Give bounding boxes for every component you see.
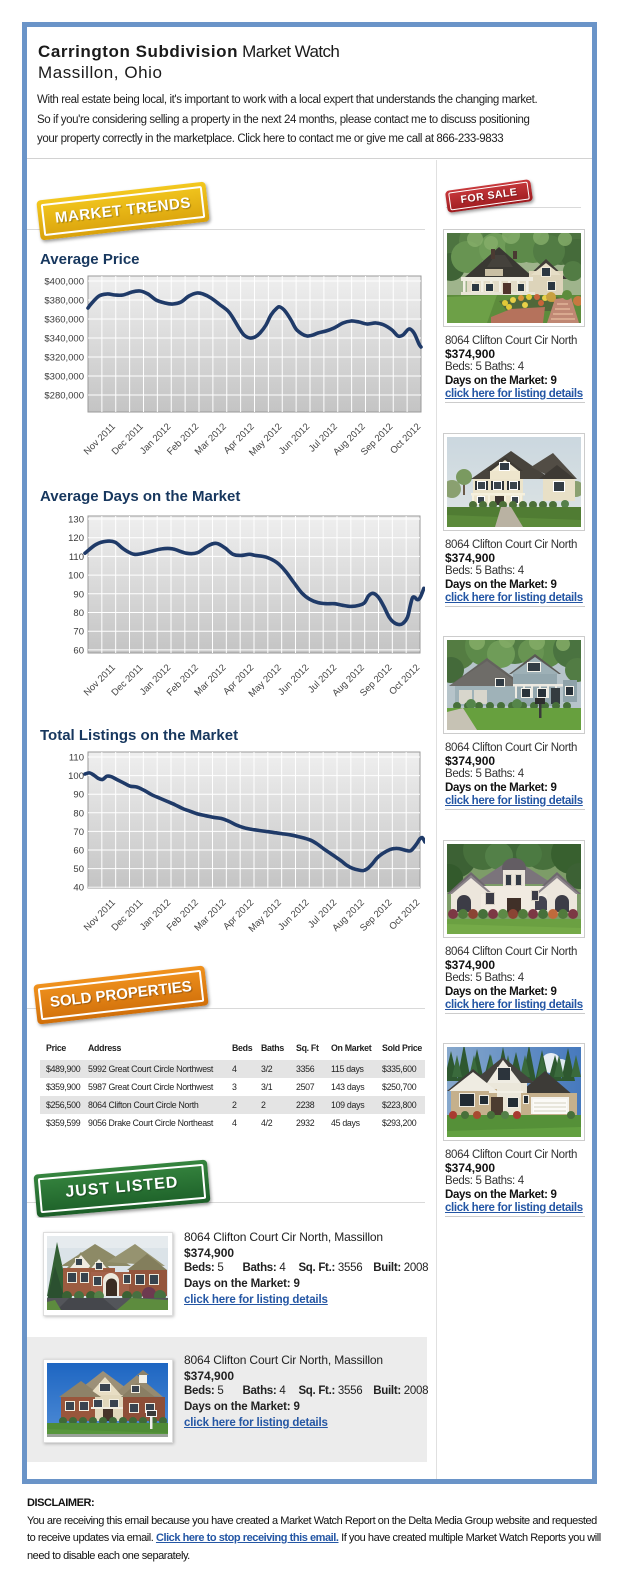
- svg-text:$300,000: $300,000: [44, 372, 84, 383]
- svg-text:Oct 2012: Oct 2012: [387, 897, 422, 932]
- svg-text:90: 90: [73, 589, 84, 600]
- svg-text:80: 80: [73, 608, 84, 619]
- svg-text:Jun 2012: Jun 2012: [277, 421, 312, 456]
- svg-text:Oct 2012: Oct 2012: [387, 662, 422, 697]
- svg-text:120: 120: [68, 533, 84, 544]
- svg-text:$280,000: $280,000: [44, 391, 84, 402]
- svg-text:70: 70: [73, 827, 84, 838]
- svg-text:$320,000: $320,000: [44, 353, 84, 364]
- svg-text:50: 50: [73, 864, 84, 875]
- svg-text:60: 60: [73, 846, 84, 857]
- svg-text:$340,000: $340,000: [44, 334, 84, 345]
- svg-text:$400,000: $400,000: [44, 277, 84, 288]
- svg-text:Oct 2012: Oct 2012: [388, 421, 423, 456]
- svg-text:70: 70: [73, 627, 84, 638]
- svg-text:40: 40: [73, 883, 84, 894]
- svg-text:90: 90: [73, 790, 84, 801]
- svg-text:$380,000: $380,000: [44, 296, 84, 307]
- svg-text:100: 100: [68, 771, 84, 782]
- svg-text:130: 130: [68, 515, 84, 526]
- svg-text:$360,000: $360,000: [44, 315, 84, 326]
- svg-text:80: 80: [73, 808, 84, 819]
- svg-text:60: 60: [73, 645, 84, 656]
- svg-text:110: 110: [69, 753, 84, 764]
- svg-text:110: 110: [69, 552, 84, 563]
- svg-text:100: 100: [68, 571, 84, 582]
